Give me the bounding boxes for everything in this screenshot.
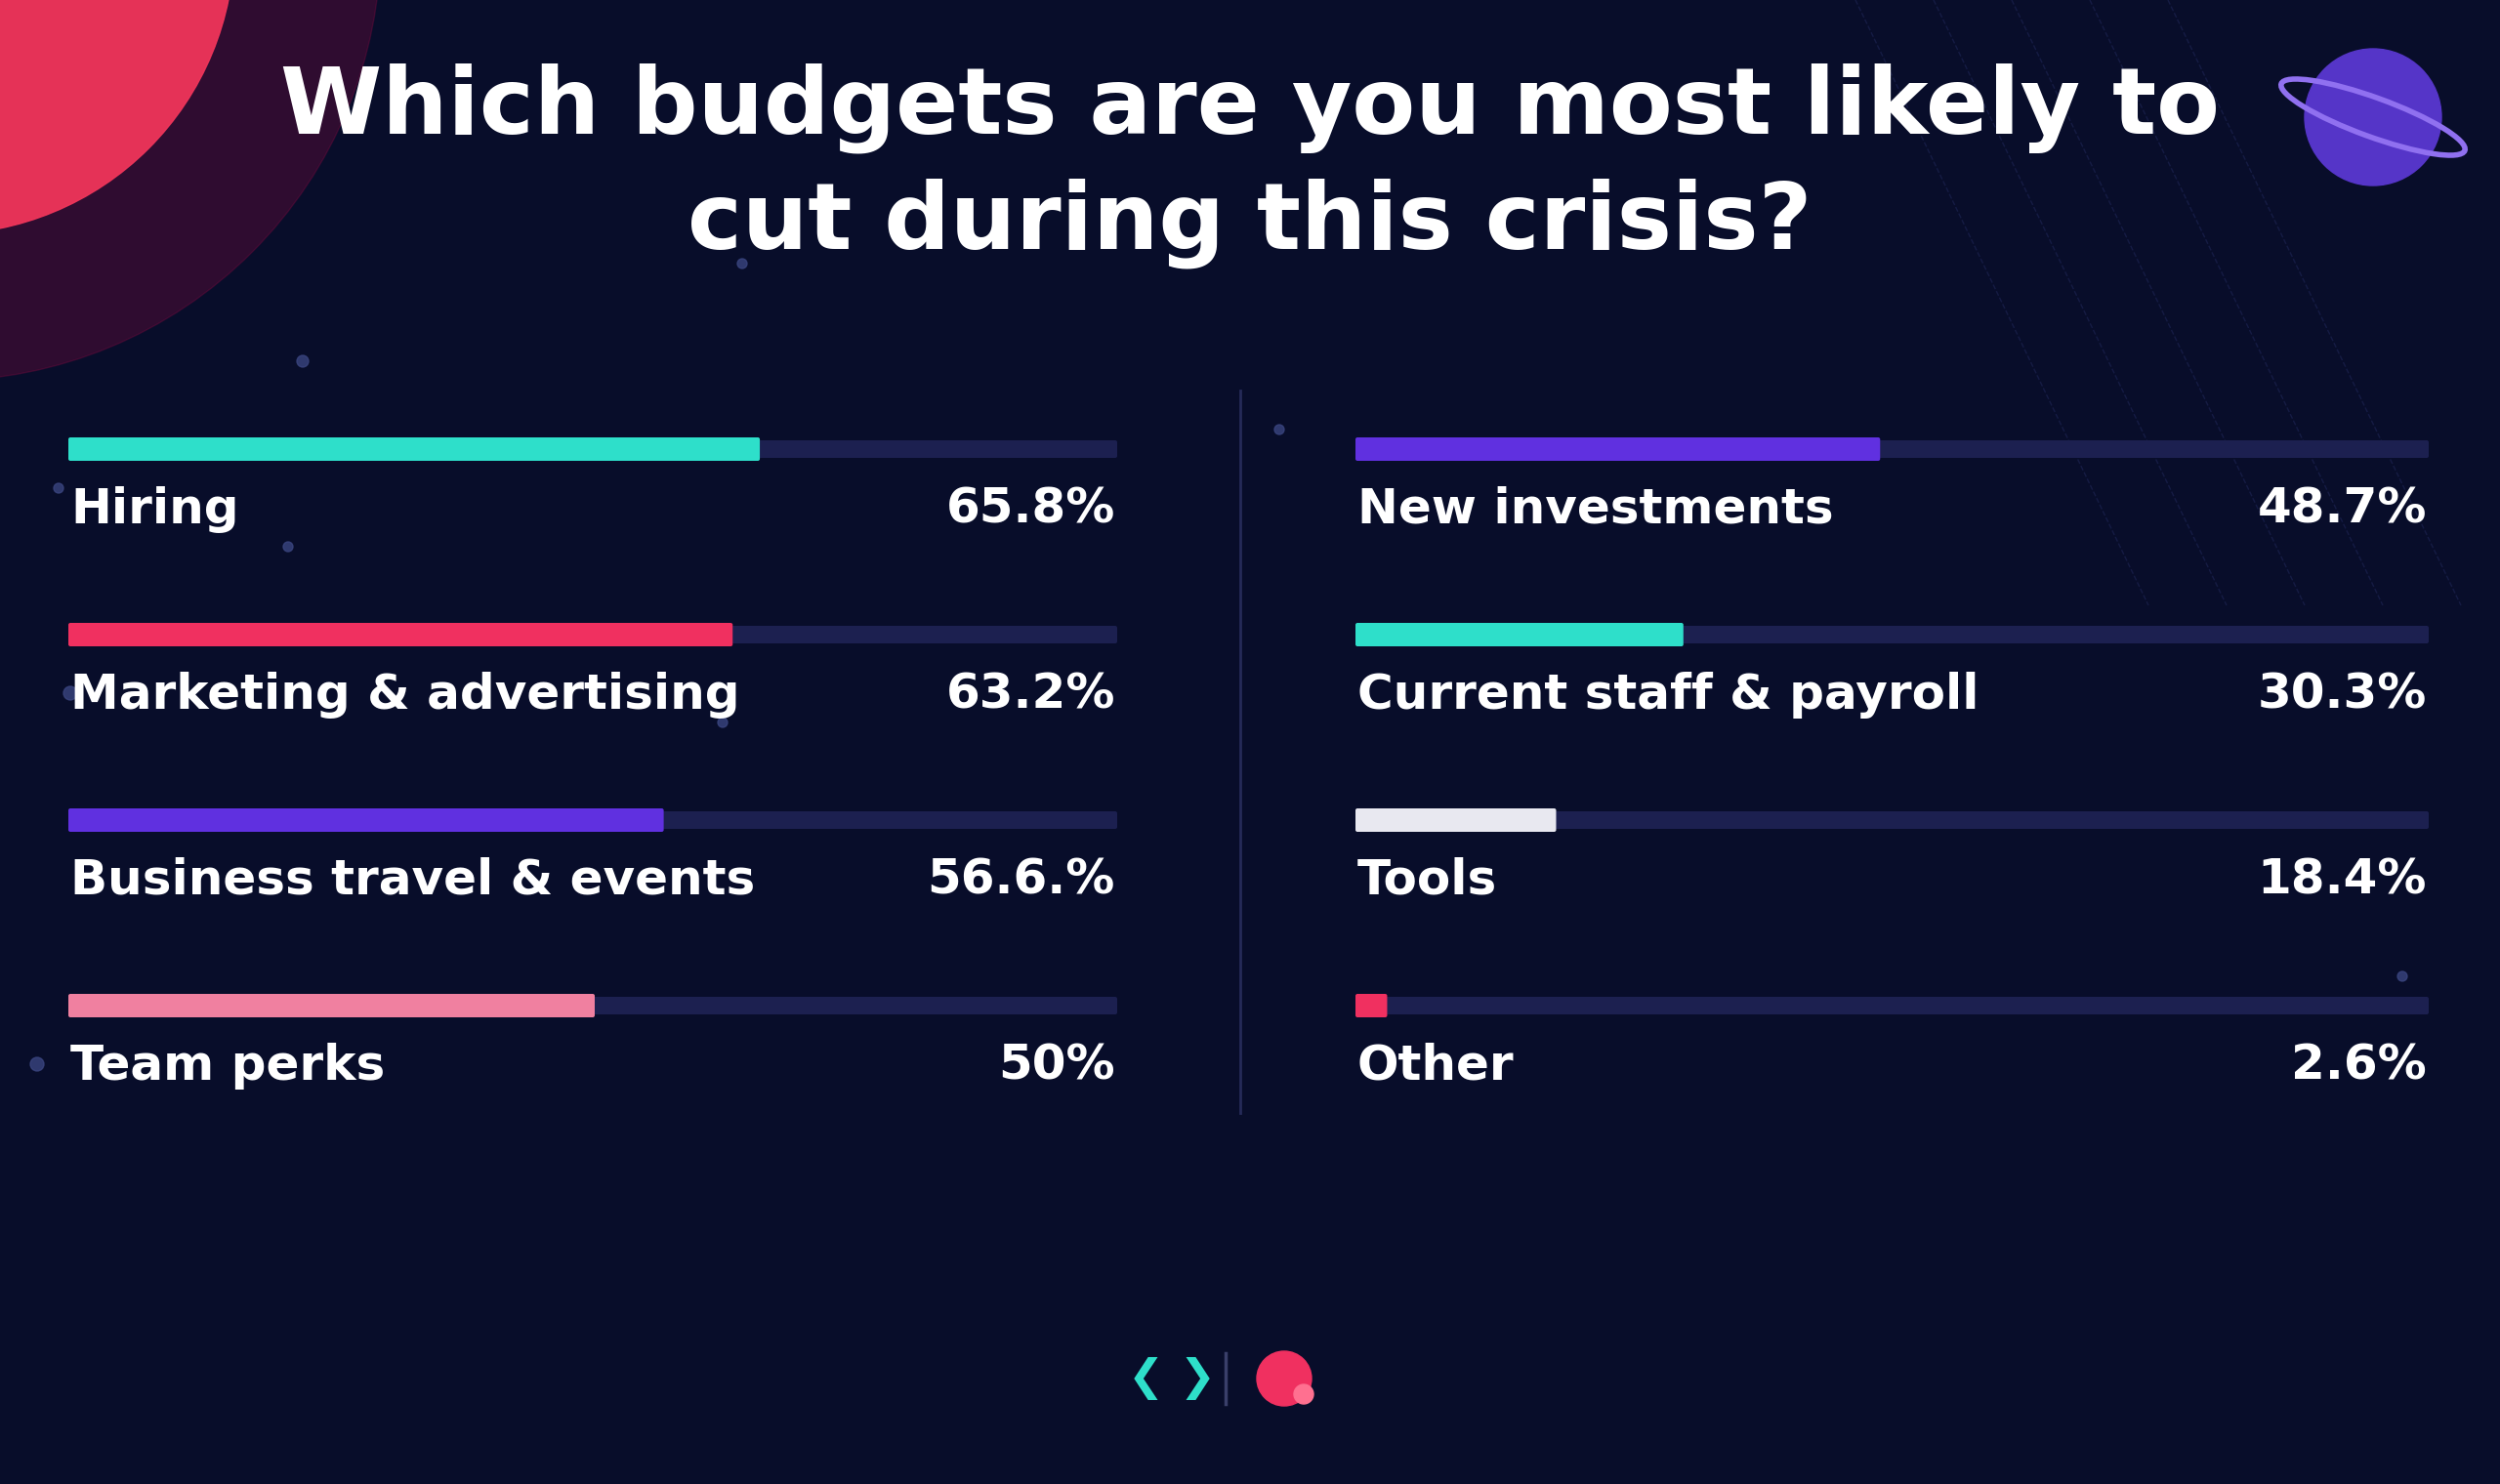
FancyBboxPatch shape [68, 623, 732, 647]
FancyBboxPatch shape [1355, 812, 2427, 830]
FancyBboxPatch shape [68, 809, 663, 833]
Text: 56.6.%: 56.6.% [928, 858, 1115, 904]
Text: Tools: Tools [1358, 858, 1498, 904]
Text: Current staff & payroll: Current staff & payroll [1358, 672, 1980, 718]
FancyBboxPatch shape [1355, 809, 1555, 833]
FancyBboxPatch shape [1355, 994, 1388, 1018]
Text: 50%: 50% [998, 1043, 1115, 1089]
Circle shape [1527, 629, 1537, 640]
Circle shape [30, 1057, 45, 1071]
Circle shape [1275, 424, 1285, 435]
Circle shape [2367, 815, 2380, 827]
Text: New investments: New investments [1358, 487, 1832, 533]
Circle shape [2398, 972, 2407, 981]
FancyBboxPatch shape [68, 626, 1118, 644]
Circle shape [1752, 629, 1762, 640]
Text: Hiring: Hiring [70, 487, 240, 533]
Circle shape [737, 258, 747, 269]
Text: 2.6%: 2.6% [2292, 1043, 2427, 1089]
Text: 30.3%: 30.3% [2258, 672, 2428, 718]
FancyBboxPatch shape [68, 438, 760, 462]
Text: Business travel & events: Business travel & events [70, 858, 755, 904]
FancyBboxPatch shape [68, 997, 1118, 1015]
Text: 48.7%: 48.7% [2258, 487, 2428, 533]
FancyBboxPatch shape [1355, 626, 2427, 644]
FancyBboxPatch shape [68, 812, 1118, 830]
Circle shape [62, 686, 78, 700]
Circle shape [2305, 49, 2442, 186]
FancyBboxPatch shape [1355, 438, 1880, 462]
Circle shape [0, 0, 380, 381]
Text: 65.8%: 65.8% [945, 487, 1115, 533]
Text: Marketing & advertising: Marketing & advertising [70, 672, 740, 718]
FancyBboxPatch shape [68, 441, 1118, 459]
FancyBboxPatch shape [1355, 441, 2427, 459]
Circle shape [53, 484, 62, 493]
FancyBboxPatch shape [1355, 623, 1682, 647]
Text: Team perks: Team perks [70, 1043, 385, 1089]
Text: 18.4%: 18.4% [2258, 858, 2428, 904]
Circle shape [717, 718, 727, 727]
Circle shape [298, 355, 308, 367]
Circle shape [1258, 1352, 1312, 1405]
Text: ❮ ❯: ❮ ❯ [1128, 1356, 1215, 1399]
Text: Which budgets are you most likely to
cut during this crisis?: Which budgets are you most likely to cut… [280, 64, 2220, 269]
Circle shape [0, 0, 235, 234]
FancyBboxPatch shape [1355, 997, 2427, 1015]
Text: 63.2%: 63.2% [945, 672, 1115, 718]
Text: Other: Other [1358, 1043, 1515, 1089]
Circle shape [522, 444, 532, 454]
Circle shape [283, 542, 293, 552]
Circle shape [1295, 1385, 1312, 1404]
FancyBboxPatch shape [68, 994, 595, 1018]
